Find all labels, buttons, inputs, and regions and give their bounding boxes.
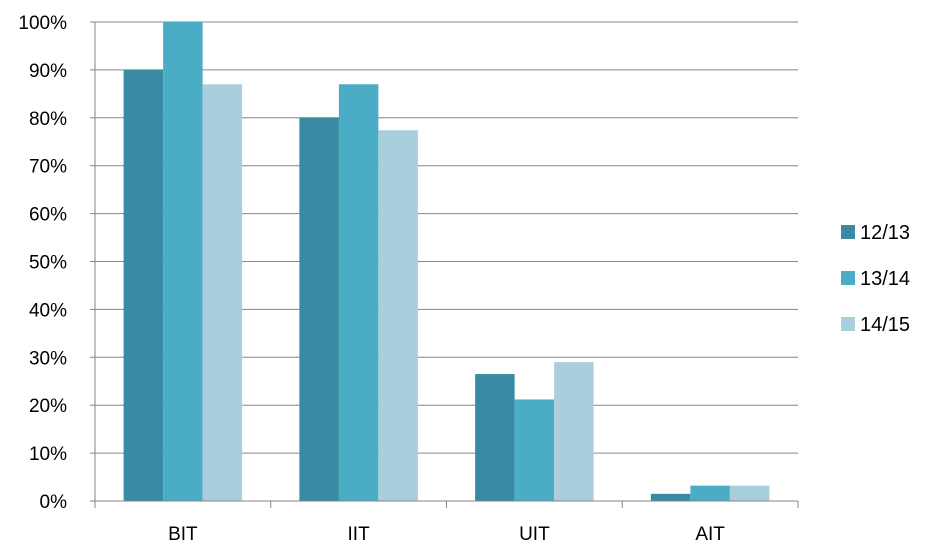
y-tick-label: 80% [29,109,67,130]
y-tick-label: 60% [29,205,67,226]
bar-iit-13-14 [339,84,379,501]
bar-ait-14-15 [730,486,770,501]
legend-label-12-13: 12/13 [860,222,910,244]
legend-label-14-15: 14/15 [860,314,910,336]
bar-uit-14-15 [554,362,594,501]
y-tick-label: 20% [29,396,67,417]
bar-iit-14-15 [378,130,418,501]
bar-bit-14-15 [203,84,243,501]
legend-swatch-12-13 [841,225,855,239]
y-tick-label: 30% [29,348,67,369]
y-tick-label: 70% [29,157,67,178]
x-tick-label: AIT [695,524,725,545]
x-tick-label: IIT [348,524,371,545]
bar-bit-13-14 [163,22,203,501]
legend: 12/13 13/14 14/15 [841,222,910,336]
y-tick-label: 0% [40,492,68,513]
bar-ait-13-14 [690,486,730,501]
legend-label-13-14: 13/14 [860,268,910,290]
x-tick-label: UIT [519,524,550,545]
bar-bit-12-13 [124,70,164,501]
bar-uit-12-13 [475,374,515,501]
x-axis: BIT IIT UIT AIT [95,501,798,545]
y-tick-label: 90% [29,61,67,82]
y-tick-label: 100% [18,13,67,34]
bar-uit-13-14 [515,399,555,501]
y-tick-label: 10% [29,444,67,465]
x-tick-label: BIT [168,524,198,545]
legend-swatch-13-14 [841,271,855,285]
bar-ait-12-13 [651,494,691,501]
y-axis: 0% 10% 20% 30% 40% 50% 60% 70% 80% 90% 100% [18,13,95,513]
y-tick-label: 40% [29,300,67,321]
y-tick-label: 50% [29,253,67,274]
bar-iit-12-13 [299,118,339,501]
legend-swatch-14-15 [841,317,855,331]
